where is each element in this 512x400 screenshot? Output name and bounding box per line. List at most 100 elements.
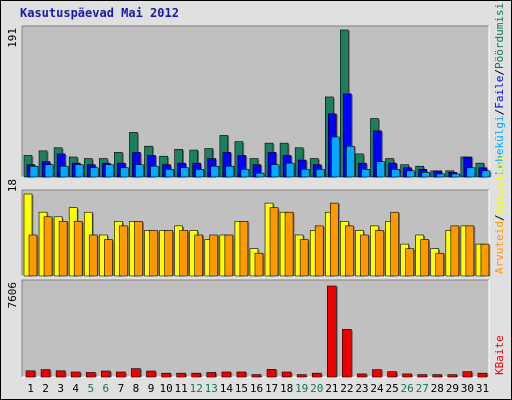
bar-arvuteid-13 xyxy=(209,234,219,277)
legend-visits: Arvuteid/Külastusi xyxy=(493,155,506,274)
bar-kbaite-9 xyxy=(146,370,156,378)
bar-arvuteid-31 xyxy=(480,243,490,277)
x-tick-30: 30 xyxy=(461,382,474,395)
bar-leheklgi-22 xyxy=(346,145,355,178)
bar-leheklgi-23 xyxy=(361,169,370,178)
bar-arvuteid-20 xyxy=(314,225,324,277)
bar-leheklgi-1 xyxy=(29,165,39,178)
x-tick-15: 15 xyxy=(235,382,248,395)
bar-arvuteid-25 xyxy=(390,211,399,277)
bar-leheklgi-30 xyxy=(466,167,476,178)
bar-leheklgi-10 xyxy=(165,169,174,178)
bar-kbaite-19 xyxy=(296,374,307,378)
x-tick-14: 14 xyxy=(220,382,234,395)
bar-leheklgi-26 xyxy=(406,170,415,178)
bar-kbaite-27 xyxy=(417,374,427,378)
legend-separator: / xyxy=(493,214,506,221)
legend-item-klastusi: Külastusi xyxy=(493,155,506,215)
bar-leheklgi-2 xyxy=(44,164,54,178)
legend-hits: Lehekülgi/Faile/Pöördumisi xyxy=(493,3,506,175)
x-tick-10: 10 xyxy=(159,382,172,395)
bar-kbaite-23 xyxy=(357,373,367,378)
ymax-label-2: 18 xyxy=(6,179,19,192)
bar-kbaite-29 xyxy=(447,374,458,378)
bar-kbaite-13 xyxy=(206,372,217,378)
x-tick-12: 12 xyxy=(190,382,203,395)
bar-leheklgi-6 xyxy=(105,164,114,178)
legend-item-kbaite: KBaite xyxy=(493,335,506,375)
bar-kbaite-10 xyxy=(161,372,171,378)
bar-kbaite-16 xyxy=(251,374,262,378)
x-tick-9: 9 xyxy=(148,382,155,395)
bar-leheklgi-14 xyxy=(225,165,235,178)
bar-arvuteid-29 xyxy=(450,225,460,277)
bar-leheklgi-12 xyxy=(195,169,205,178)
x-tick-22: 22 xyxy=(340,382,353,395)
bar-arvuteid-7 xyxy=(119,225,128,277)
bar-leheklgi-21 xyxy=(330,136,340,178)
x-tick-11: 11 xyxy=(175,382,188,395)
bar-arvuteid-8 xyxy=(134,221,143,277)
x-tick-7: 7 xyxy=(118,382,125,395)
x-tick-23: 23 xyxy=(355,382,368,395)
ymax-label-3: 7606 xyxy=(6,282,19,309)
x-tick-16: 16 xyxy=(250,382,263,395)
plot-area xyxy=(22,280,489,377)
bar-leheklgi-7 xyxy=(120,167,129,178)
bar-arvuteid-18 xyxy=(284,211,294,277)
bar-leheklgi-16 xyxy=(255,172,265,178)
legend-separator: / xyxy=(493,69,506,76)
x-tick-5: 5 xyxy=(87,382,94,395)
x-tick-19: 19 xyxy=(295,382,308,395)
bar-arvuteid-5 xyxy=(88,234,98,277)
bar-leheklgi-20 xyxy=(315,169,325,178)
bar-kbaite-26 xyxy=(402,373,412,378)
bar-arvuteid-24 xyxy=(375,230,384,277)
legend-item-prdumisi: Pöördumisi xyxy=(493,3,506,69)
bar-kbaite-12 xyxy=(191,372,202,378)
x-tick-8: 8 xyxy=(133,382,140,395)
bar-kbaite-17 xyxy=(266,369,277,378)
chart-title: Kasutuspäevad Mai 2012 xyxy=(20,6,179,20)
bar-leheklgi-13 xyxy=(210,165,220,178)
bar-kbaite-24 xyxy=(372,369,382,378)
bar-leheklgi-24 xyxy=(376,161,385,178)
bar-arvuteid-1 xyxy=(28,234,38,277)
x-tick-1: 1 xyxy=(27,382,34,395)
bar-arvuteid-17 xyxy=(269,207,279,277)
x-tick-18: 18 xyxy=(280,382,293,395)
bar-leheklgi-27 xyxy=(421,172,430,178)
bar-arvuteid-2 xyxy=(43,216,53,277)
x-tick-17: 17 xyxy=(265,382,278,395)
bar-arvuteid-11 xyxy=(179,230,188,277)
legend-separator: / xyxy=(493,109,506,116)
bar-kbaite-22 xyxy=(342,329,352,378)
bar-leheklgi-15 xyxy=(240,169,250,178)
bar-arvuteid-19 xyxy=(299,239,309,277)
bar-arvuteid-30 xyxy=(465,225,475,277)
x-tick-20: 20 xyxy=(310,382,323,395)
bar-leheklgi-9 xyxy=(150,165,159,178)
bar-kbaite-11 xyxy=(176,372,186,378)
bar-leheklgi-19 xyxy=(300,169,310,178)
bar-arvuteid-27 xyxy=(420,239,429,277)
bar-kbaite-7 xyxy=(116,371,126,378)
bar-kbaite-2 xyxy=(40,369,51,378)
bar-leheklgi-5 xyxy=(89,167,99,178)
bar-arvuteid-26 xyxy=(405,248,414,277)
bar-arvuteid-9 xyxy=(149,230,158,277)
bar-leheklgi-28 xyxy=(436,173,446,178)
bar-kbaite-21 xyxy=(326,285,337,378)
bar-kbaite-18 xyxy=(281,371,292,378)
x-tick-31: 31 xyxy=(476,382,489,395)
bar-arvuteid-10 xyxy=(164,230,173,277)
bar-kbaite-28 xyxy=(432,374,443,378)
x-tick-28: 28 xyxy=(431,382,444,395)
x-tick-3: 3 xyxy=(57,382,64,395)
bar-arvuteid-16 xyxy=(254,252,264,277)
bar-kbaite-5 xyxy=(85,372,96,378)
legend-item-faile: Faile xyxy=(493,76,506,109)
bar-leheklgi-8 xyxy=(135,164,144,178)
bar-kbaite-25 xyxy=(387,371,397,378)
